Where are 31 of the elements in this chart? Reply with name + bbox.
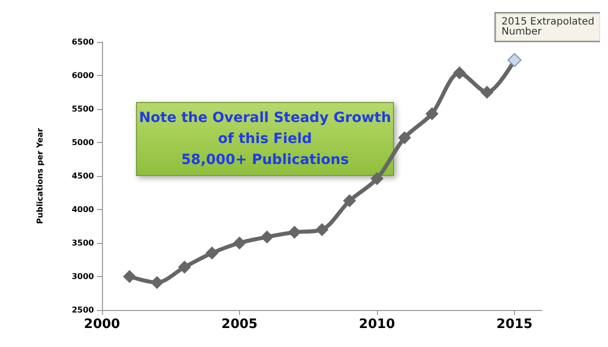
y-tick-label: 6000 [72,71,94,80]
point [288,226,301,239]
point [480,86,494,99]
x-tick-label: 2015 [496,317,533,332]
point [206,246,218,260]
point [453,66,466,80]
point [123,270,136,283]
point [508,53,522,68]
point [426,107,438,120]
point [316,223,328,236]
y-tick-label: 6500 [72,38,94,46]
annotation: 2015 Extrapolated Number [502,16,594,38]
x-tick-label: 2005 [221,317,258,332]
point [150,276,164,290]
point [370,172,384,186]
annotation: Note the Overall Steady Growth of this Field 58,000+ Publications [138,110,392,168]
point [343,194,356,208]
y-tick-label: 4500 [72,172,94,180]
point [398,131,411,144]
y-tick-label: 2500 [72,306,94,314]
y-tick-label: 3500 [72,238,94,248]
x-tick-label: 2000 [84,317,120,332]
y-tick-label: 4000 [72,205,94,214]
y-tick-label: 5000 [72,138,94,147]
point [233,236,246,250]
x-tick-label: 2010 [358,317,396,332]
point [260,230,274,244]
y-tick-label: 3000 [72,272,94,281]
point [178,260,191,274]
y-axis-title: Publications per Year [36,128,44,224]
y-tick-label: 5500 [72,104,94,114]
